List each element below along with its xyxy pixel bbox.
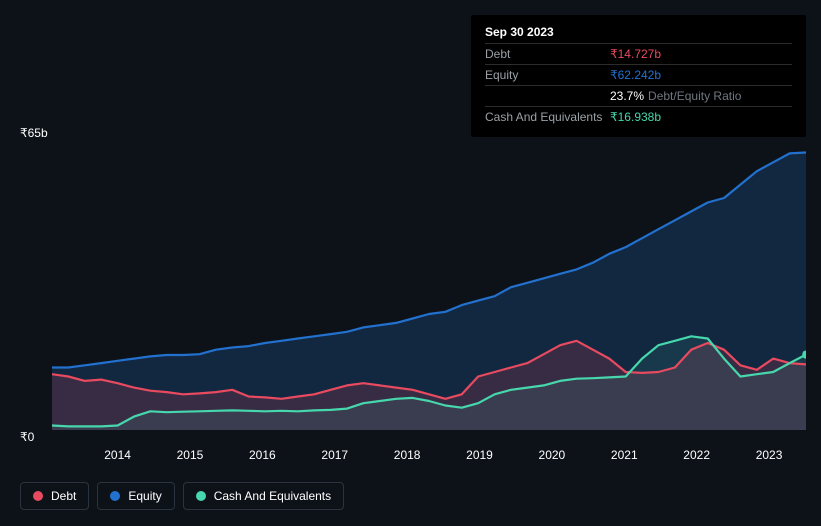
tooltip-row-label: Equity <box>485 68 610 82</box>
tooltip-row: Cash And Equivalents₹16.938b <box>485 106 792 127</box>
legend-label: Cash And Equivalents <box>214 489 331 503</box>
chart-plot[interactable] <box>52 140 806 430</box>
tooltip-row-value: ₹14.727b <box>610 47 661 61</box>
y-axis-min-label: ₹0 <box>20 430 34 444</box>
tooltip-row-label: Debt <box>485 47 610 61</box>
tooltip-row-label: Cash And Equivalents <box>485 110 610 124</box>
x-axis-tick: 2014 <box>104 448 131 462</box>
x-axis-tick: 2020 <box>539 448 566 462</box>
tooltip-row: Debt₹14.727b <box>485 43 792 64</box>
tooltip-date: Sep 30 2023 <box>485 23 792 43</box>
legend-item[interactable]: Cash And Equivalents <box>183 482 344 510</box>
x-axis-tick: 2022 <box>683 448 710 462</box>
legend-swatch-icon <box>33 491 43 501</box>
legend: Debt Equity Cash And Equivalents <box>20 482 344 510</box>
x-axis-tick: 2015 <box>177 448 204 462</box>
tooltip-row-value: ₹62.242b <box>610 68 661 82</box>
tooltip-row: Equity₹62.242b <box>485 64 792 85</box>
x-axis-tick: 2023 <box>756 448 783 462</box>
x-axis-tick: 2019 <box>466 448 493 462</box>
chart-tooltip: Sep 30 2023 Debt₹14.727bEquity₹62.242b23… <box>471 15 806 137</box>
legend-label: Debt <box>51 489 76 503</box>
x-axis: 2014 2015 2016 2017 2018 2019 2020 2021 2022 2023 <box>52 448 806 468</box>
tooltip-row-label <box>485 89 610 103</box>
legend-swatch-icon <box>110 491 120 501</box>
x-axis-tick: 2017 <box>321 448 348 462</box>
tooltip-row-value: ₹16.938b <box>610 110 661 124</box>
tooltip-row-suffix: Debt/Equity Ratio <box>648 89 741 103</box>
legend-swatch-icon <box>196 491 206 501</box>
legend-label: Equity <box>128 489 161 503</box>
x-axis-tick: 2016 <box>249 448 276 462</box>
x-axis-tick: 2018 <box>394 448 421 462</box>
chart-area: ₹65b ₹0 <box>20 130 806 440</box>
tooltip-row-value: 23.7% <box>610 89 644 103</box>
y-axis-max-label: ₹65b <box>20 126 48 140</box>
legend-item[interactable]: Debt <box>20 482 89 510</box>
legend-item[interactable]: Equity <box>97 482 174 510</box>
x-axis-tick: 2021 <box>611 448 638 462</box>
tooltip-row: 23.7% Debt/Equity Ratio <box>485 85 792 106</box>
